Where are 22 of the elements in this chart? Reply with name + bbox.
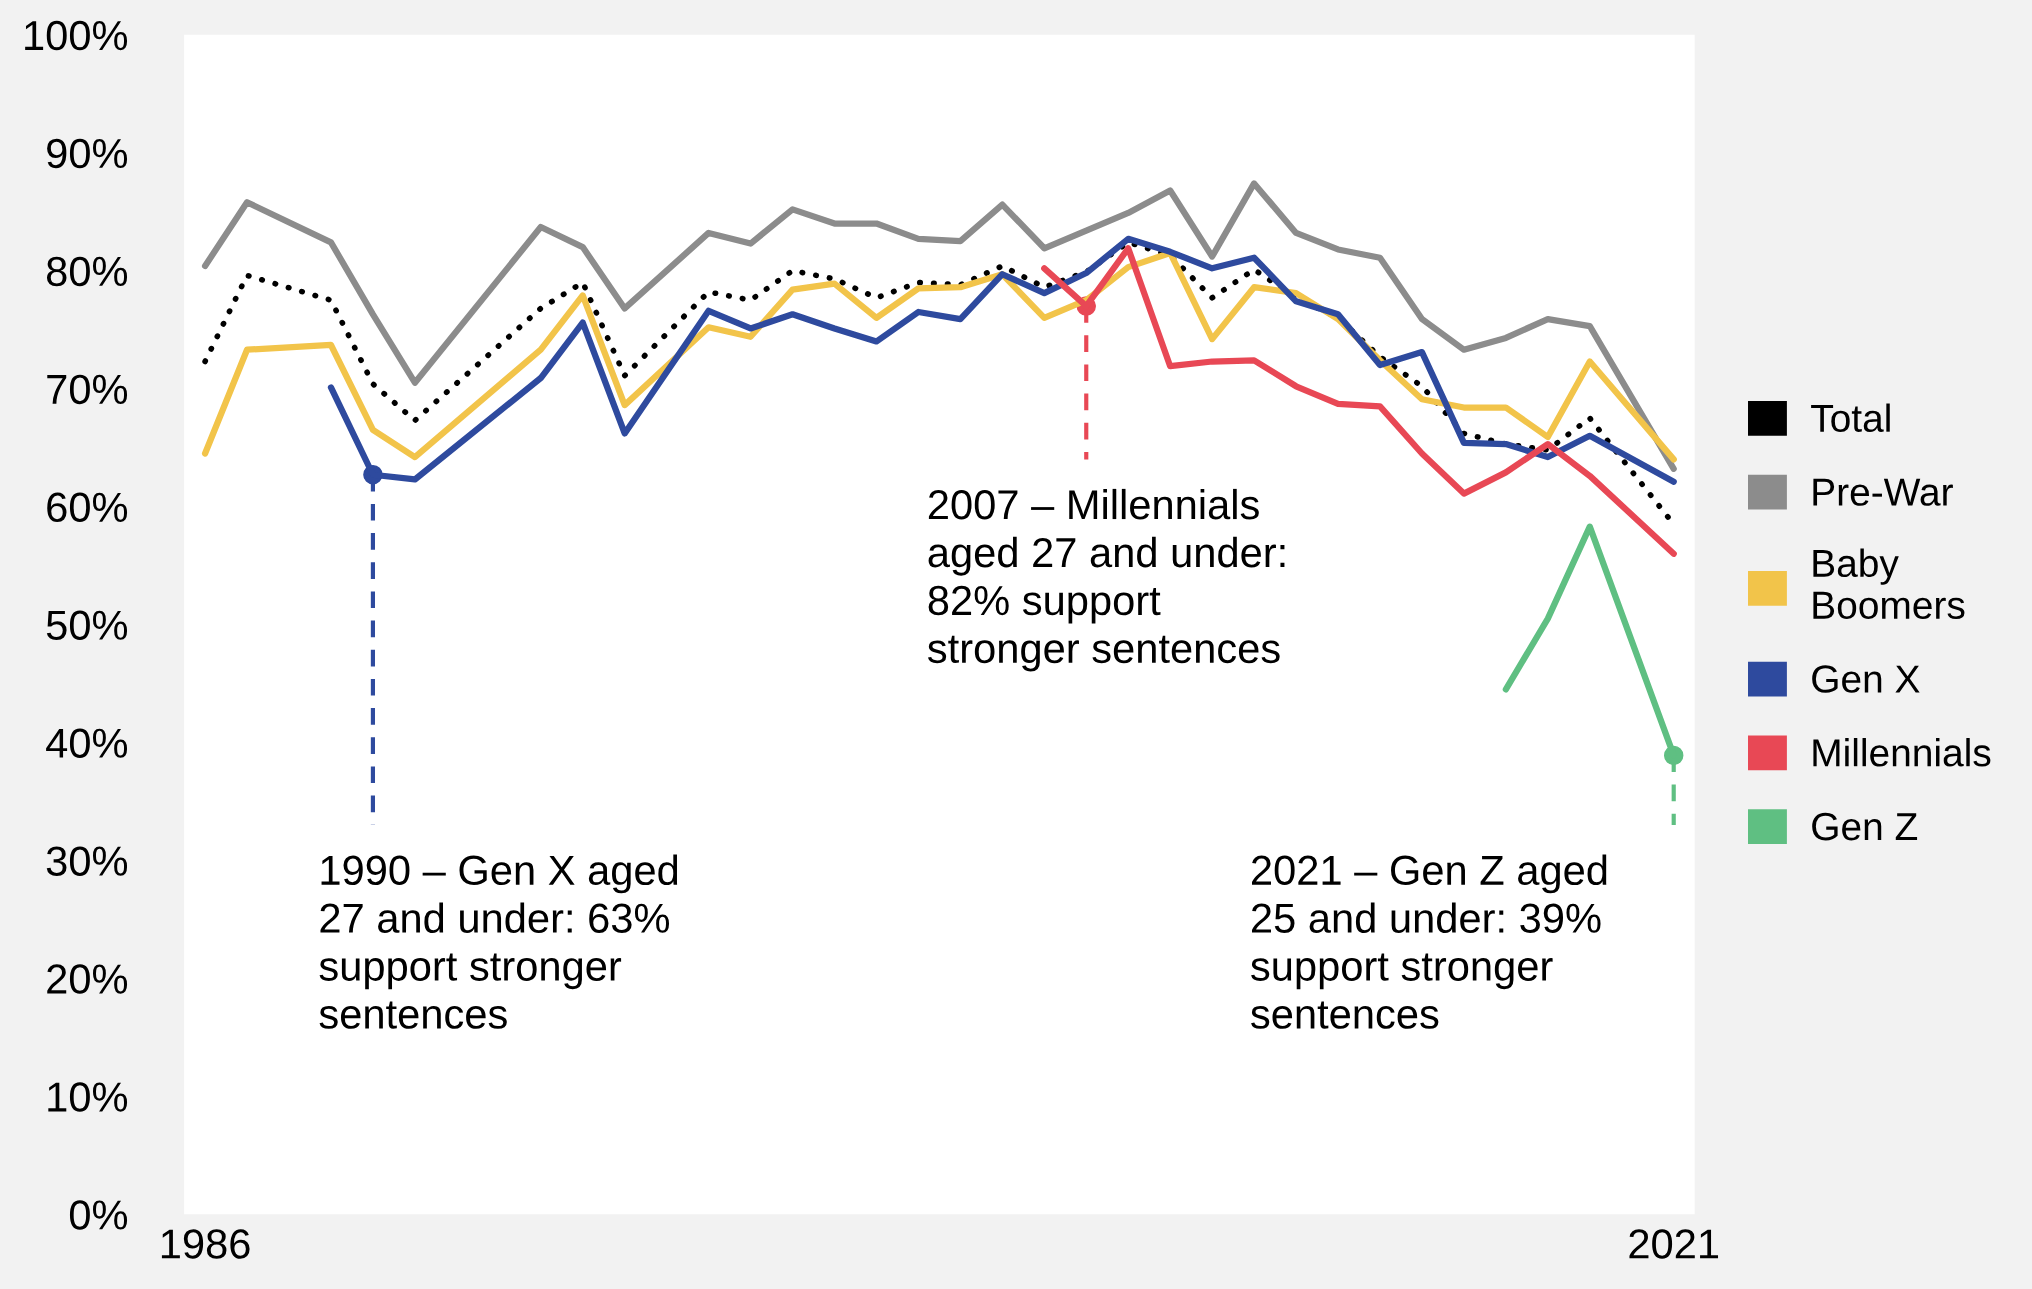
y-tick-label: 90% <box>47 138 128 169</box>
y-tick-label: 30% <box>46 846 128 876</box>
annotation: 2021 – Gen Z aged 25 and under: 39% support stronger sentences <box>1251 854 1607 1029</box>
x-tick-label: 1986 <box>161 1229 250 1259</box>
y-tick-label: 0% <box>69 1200 128 1230</box>
y-tick-label: 20% <box>47 964 128 994</box>
y-tick-label: 40% <box>46 728 128 758</box>
legend-label: Baby Boomers <box>1813 548 1965 620</box>
legend-label: Total <box>1811 403 1890 433</box>
y-tick-label: 60% <box>47 492 128 523</box>
legend-label: Gen X <box>1812 665 1920 693</box>
annotation: 2007 – Millennials aged 27 and under: 82% support stronger sentences <box>927 488 1285 672</box>
x-tick-label: 2021 <box>1629 1229 1719 1259</box>
y-tick-label: 10% <box>48 1082 128 1112</box>
legend-label: Pre-War <box>1813 478 1953 506</box>
legend-label: Millennials <box>1813 738 1991 767</box>
y-tick-label: 100% <box>25 20 128 51</box>
annotation: 1990 – Gen X aged 27 and under: 63% support stronger sentences <box>319 854 678 1029</box>
legend-label: Gen Z <box>1812 812 1918 841</box>
y-tick-label: 70% <box>47 374 128 405</box>
y-tick-label: 80% <box>46 256 128 287</box>
y-tick-label: 50% <box>46 610 128 641</box>
